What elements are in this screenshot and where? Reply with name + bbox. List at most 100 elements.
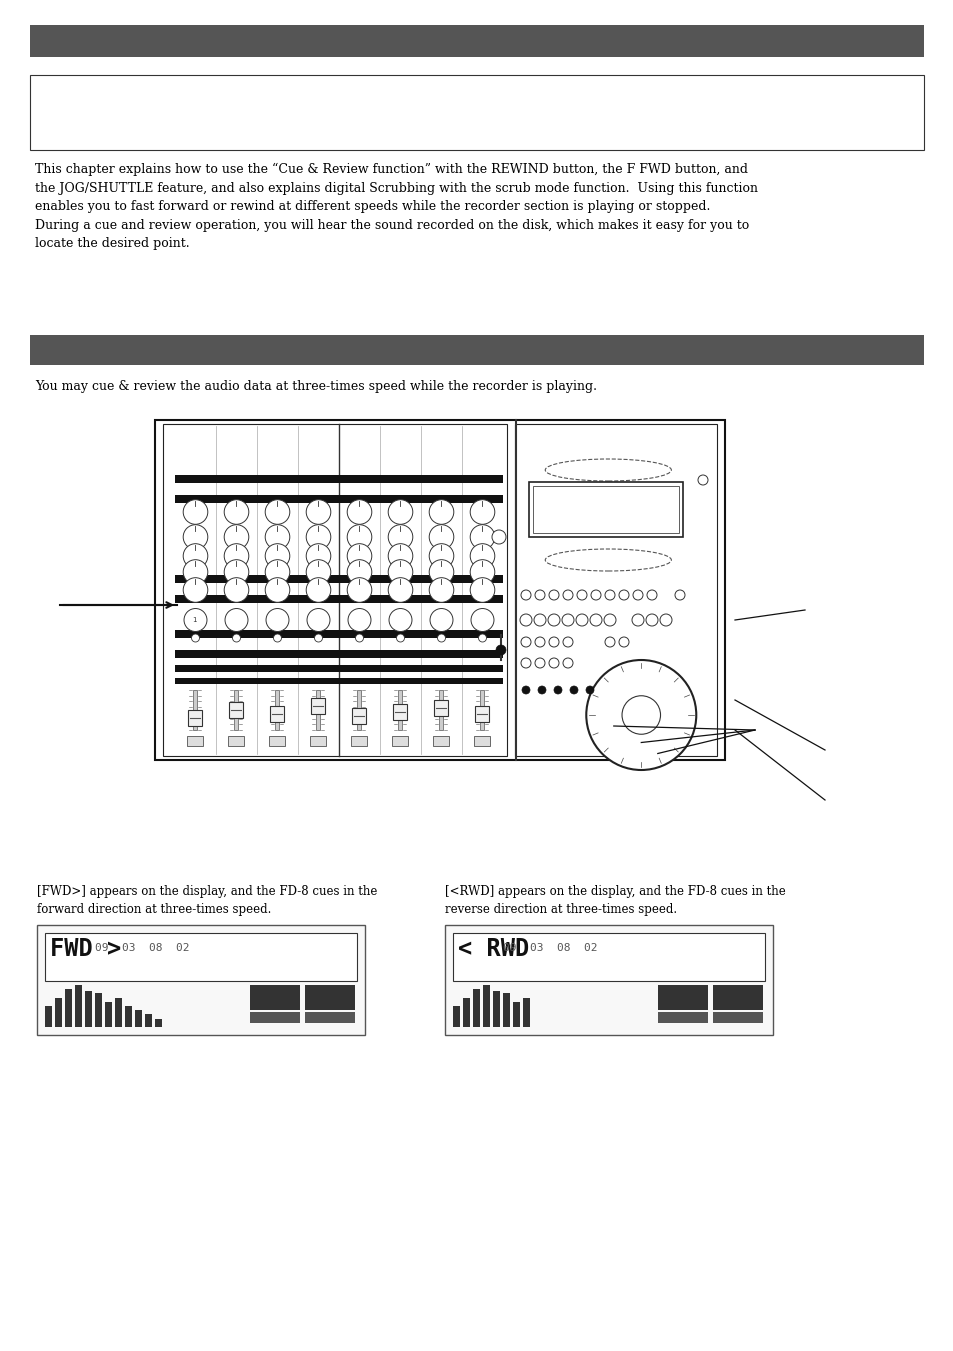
Circle shape <box>265 524 290 550</box>
Circle shape <box>347 578 372 603</box>
Circle shape <box>470 559 495 584</box>
Bar <box>188 736 203 746</box>
Bar <box>174 650 502 658</box>
Bar <box>529 482 682 536</box>
Circle shape <box>307 608 330 631</box>
Bar <box>230 703 243 717</box>
Circle shape <box>429 559 454 584</box>
Circle shape <box>429 500 454 524</box>
Bar <box>493 992 499 1027</box>
Circle shape <box>562 658 573 667</box>
Circle shape <box>521 686 530 694</box>
Circle shape <box>547 613 559 626</box>
Bar <box>351 736 367 746</box>
Circle shape <box>478 634 486 642</box>
Bar <box>453 934 764 981</box>
Circle shape <box>306 578 331 603</box>
Circle shape <box>306 559 331 584</box>
Circle shape <box>183 578 208 603</box>
Text: This chapter explains how to use the “Cue & Review function” with the REWIND but: This chapter explains how to use the “Cu… <box>35 163 758 250</box>
Text: 09  03  08  02: 09 03 08 02 <box>502 943 597 952</box>
Circle shape <box>224 559 249 584</box>
Circle shape <box>470 578 495 603</box>
Circle shape <box>348 608 371 631</box>
Bar <box>462 997 470 1027</box>
Circle shape <box>388 500 413 524</box>
Bar <box>30 76 923 150</box>
Circle shape <box>347 524 372 550</box>
Bar <box>502 993 510 1027</box>
Circle shape <box>306 500 331 524</box>
Bar <box>174 678 502 684</box>
Circle shape <box>224 543 249 569</box>
Circle shape <box>589 613 601 626</box>
Circle shape <box>224 524 249 550</box>
Bar <box>522 997 530 1027</box>
Bar <box>55 997 62 1027</box>
Circle shape <box>548 658 558 667</box>
Circle shape <box>590 590 600 600</box>
Text: 1: 1 <box>193 617 196 623</box>
Circle shape <box>192 634 199 642</box>
Bar <box>271 707 284 721</box>
Bar <box>515 424 717 757</box>
Text: [<RWD] appears on the display, and the FD-8 cues in the
reverse direction at thr: [<RWD] appears on the display, and the F… <box>444 885 785 916</box>
Bar <box>193 690 197 730</box>
Circle shape <box>388 559 413 584</box>
Circle shape <box>633 590 642 600</box>
Bar <box>513 1002 519 1027</box>
Circle shape <box>347 500 372 524</box>
Bar <box>105 1002 112 1027</box>
Bar <box>357 690 361 730</box>
Circle shape <box>537 686 545 694</box>
Circle shape <box>429 543 454 569</box>
Text: 09  03  08  02: 09 03 08 02 <box>95 943 190 952</box>
Bar <box>480 690 484 730</box>
Bar <box>305 1012 355 1023</box>
Text: < RWD: < RWD <box>457 938 529 961</box>
Bar <box>174 665 502 671</box>
Circle shape <box>520 658 531 667</box>
Bar <box>250 985 299 1011</box>
Bar <box>250 1012 299 1023</box>
Circle shape <box>183 524 208 550</box>
Bar <box>658 1012 707 1023</box>
Bar <box>712 1012 762 1023</box>
Circle shape <box>535 658 544 667</box>
Circle shape <box>520 638 531 647</box>
Bar <box>444 925 772 1035</box>
Bar <box>65 989 71 1027</box>
Circle shape <box>554 686 561 694</box>
Circle shape <box>183 500 208 524</box>
Circle shape <box>389 608 412 631</box>
Bar <box>310 736 326 746</box>
Bar <box>474 736 490 746</box>
Circle shape <box>388 578 413 603</box>
Circle shape <box>265 559 290 584</box>
Circle shape <box>535 590 544 600</box>
Circle shape <box>535 638 544 647</box>
Ellipse shape <box>545 549 671 571</box>
Bar <box>392 736 408 746</box>
Circle shape <box>604 590 615 600</box>
Bar <box>85 992 91 1027</box>
Bar <box>75 985 82 1027</box>
Circle shape <box>603 613 616 626</box>
Circle shape <box>675 590 684 600</box>
Circle shape <box>519 613 532 626</box>
Circle shape <box>306 543 331 569</box>
Bar <box>482 985 490 1027</box>
Bar <box>154 420 724 761</box>
Bar <box>269 736 285 746</box>
Circle shape <box>388 524 413 550</box>
Circle shape <box>548 590 558 600</box>
Bar <box>37 925 365 1035</box>
Bar <box>312 698 325 713</box>
Circle shape <box>586 661 696 770</box>
Circle shape <box>388 543 413 569</box>
Circle shape <box>184 608 207 631</box>
Text: [FWD>] appears on the display, and the FD-8 cues in the
forward direction at thr: [FWD>] appears on the display, and the F… <box>37 885 377 916</box>
Bar <box>398 690 402 730</box>
Circle shape <box>621 696 659 734</box>
Bar <box>475 707 489 721</box>
